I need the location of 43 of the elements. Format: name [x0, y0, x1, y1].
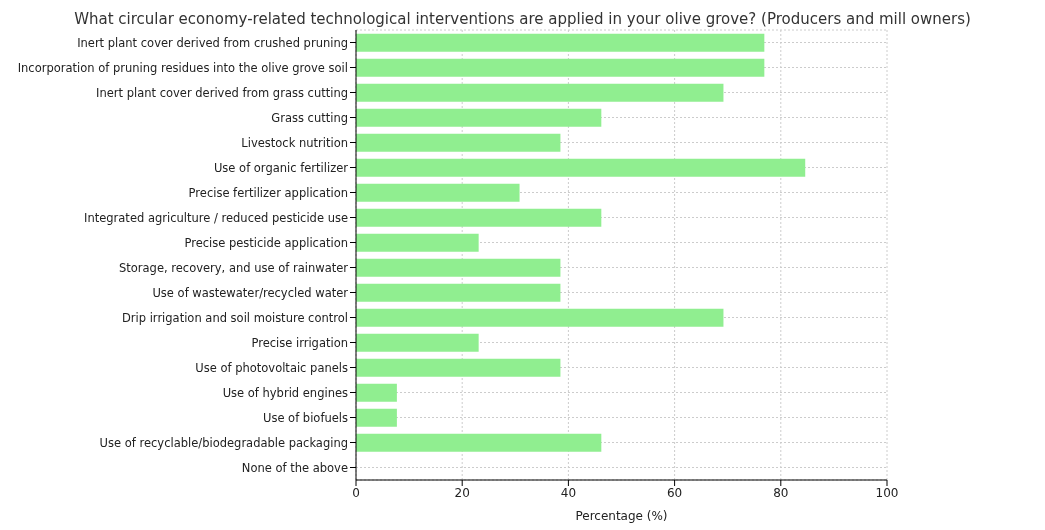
bar — [356, 358, 561, 377]
y-tick-label: Inert plant cover derived from grass cutting — [96, 85, 348, 100]
bar — [356, 208, 602, 227]
x-tick-label: 40 — [560, 485, 577, 500]
y-tick-label: Use of biofuels — [262, 410, 348, 425]
bar — [356, 183, 520, 202]
bar — [356, 83, 724, 102]
x-tick-label: 60 — [666, 485, 683, 500]
bar — [356, 333, 479, 352]
y-tick-label: Precise fertilizer application — [188, 185, 348, 200]
y-tick-label: Use of photovoltaic panels — [195, 360, 348, 375]
x-axis-title: Percentage (%) — [575, 509, 668, 523]
bar — [356, 408, 397, 427]
y-tick-label: Livestock nutrition — [241, 135, 348, 150]
y-tick-label: Precise irrigation — [251, 335, 348, 350]
bar — [356, 58, 765, 77]
bar — [356, 133, 561, 152]
x-tick-label: 80 — [773, 485, 789, 500]
y-tick-label: Drip irrigation and soil moisture control — [121, 310, 348, 325]
bar — [356, 258, 561, 277]
y-tick-label: Integrated agriculture / reduced pesticide use — [84, 210, 348, 225]
bar — [356, 283, 561, 302]
y-tick-label: Use of recyclable/biodegradable packaging — [99, 435, 348, 450]
bar — [356, 433, 602, 452]
y-tick-label: None of the above — [241, 460, 348, 475]
x-tick-label: 20 — [454, 485, 470, 500]
bar — [356, 308, 724, 327]
bar — [356, 158, 806, 177]
y-tick-label: Storage, recovery, and use of rainwater — [118, 260, 349, 275]
y-tick-label: Precise pesticide application — [184, 235, 348, 250]
y-tick-label: Use of wastewater/recycled water — [152, 285, 349, 300]
chart-title: What circular economy-related technological interventions are applied in your olive grove? (Producers and mill owners) — [73, 10, 972, 28]
y-tick-label: Use of organic fertilizer — [213, 160, 349, 175]
y-tick-label: Grass cutting — [271, 110, 348, 125]
bar — [356, 233, 479, 252]
x-tick-label: 0 — [352, 485, 360, 500]
y-tick-label: Incorporation of pruning residues into the olive grove soil — [17, 60, 348, 75]
bar — [356, 108, 602, 127]
x-tick-label: 100 — [875, 485, 899, 500]
bar — [356, 33, 765, 52]
bar — [356, 383, 397, 402]
y-tick-label: Inert plant cover derived from crushed pruning — [77, 35, 348, 50]
y-tick-label: Use of hybrid engines — [222, 385, 348, 400]
